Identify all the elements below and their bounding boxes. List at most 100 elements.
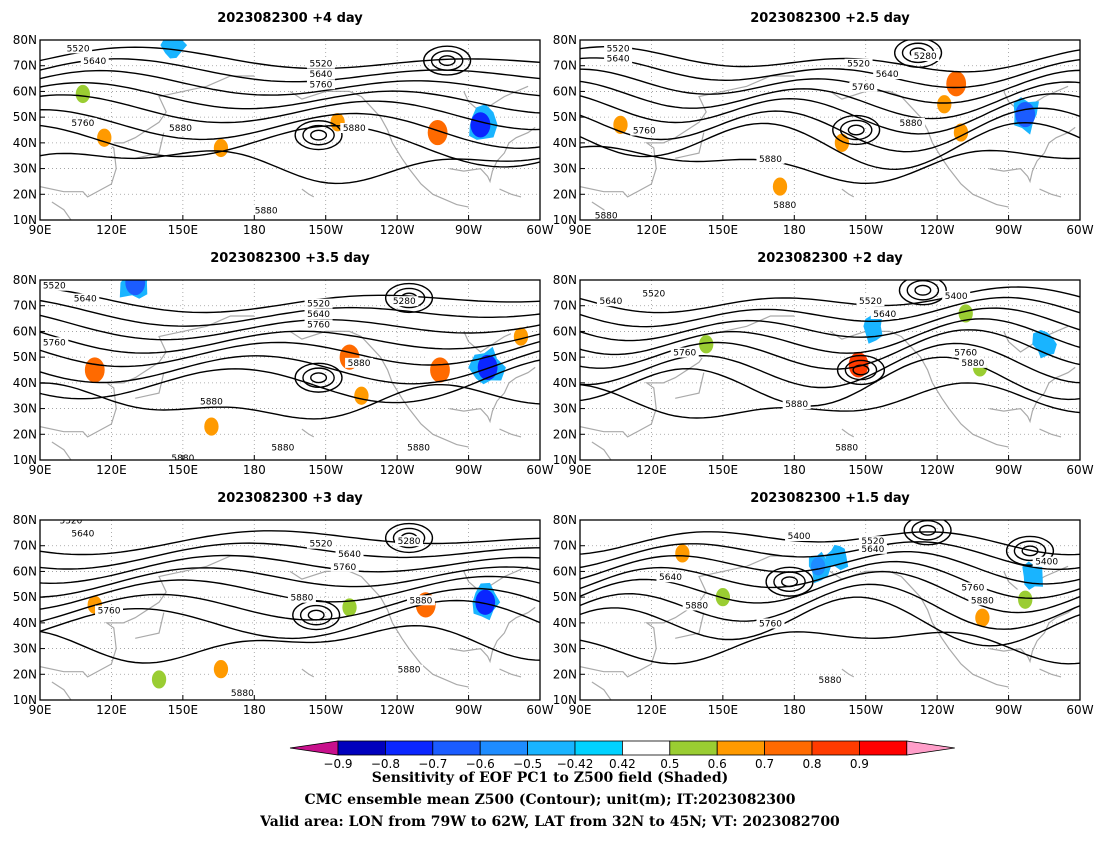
contour-label: 5880 — [231, 689, 254, 699]
contour-label: 5880 — [290, 594, 313, 604]
closed-low-contour — [430, 50, 464, 71]
x-tick-label: 60W — [526, 223, 553, 237]
y-tick-label: 10N — [553, 453, 577, 467]
closed-low-contour — [839, 119, 873, 141]
height-contour-5880 — [580, 631, 1080, 665]
contour-label: 5640 — [861, 545, 884, 555]
colorbar-tick-label: 0.9 — [850, 757, 869, 771]
contour-label: 5880 — [759, 155, 782, 165]
closed-low-contour — [898, 280, 947, 306]
contour-label-bg — [40, 280, 69, 291]
height-contour-5880 — [40, 150, 540, 185]
contour-label-bg — [304, 298, 333, 309]
closed-low-contour — [1013, 540, 1047, 562]
sensitivity-core — [513, 327, 529, 346]
contour-label-bg — [816, 675, 844, 685]
y-tick-label: 80N — [553, 33, 577, 47]
height-contour — [40, 566, 540, 598]
x-tick-label: 150E — [708, 223, 739, 237]
sensitivity-core — [937, 95, 952, 114]
coastline — [829, 90, 1009, 208]
x-tick-label: 150E — [168, 703, 199, 717]
x-tick-label: 90W — [455, 703, 482, 717]
y-tick-label: 80N — [553, 513, 577, 527]
sensitivity-core — [430, 357, 450, 383]
sensitivity-core — [1018, 590, 1033, 609]
coastline — [51, 201, 72, 220]
coastline — [499, 428, 522, 438]
panel-title: 2023082300 +3.5 day — [210, 251, 370, 266]
y-tick-label: 20N — [553, 427, 577, 441]
height-contour — [40, 350, 540, 385]
contour-label: 5640 — [74, 295, 97, 305]
sensitivity-core — [1025, 567, 1040, 586]
x-tick-label: 120E — [96, 703, 127, 717]
map-panel-6: 2023082300 +1.5 day540055205640540056405… — [553, 491, 1094, 717]
height-contour-5880 — [40, 624, 540, 664]
colorbar-tick-label: −0.6 — [466, 757, 495, 771]
contour-label: 5760 — [954, 349, 977, 359]
contour-label-bg — [782, 399, 811, 409]
contour-label-bg — [951, 347, 980, 358]
panel-frame — [39, 279, 541, 461]
closed-low-contour — [423, 45, 472, 76]
y-tick-label: 40N — [553, 616, 577, 630]
y-tick-label: 30N — [553, 402, 577, 416]
height-contour — [40, 330, 540, 354]
height-contour — [580, 551, 1080, 585]
x-tick-label: 90E — [29, 703, 52, 717]
contour-label-bg — [68, 528, 97, 539]
coastline — [1039, 428, 1062, 438]
contour-label: 5640 — [309, 70, 332, 80]
sensitivity-core — [477, 354, 498, 381]
y-tick-label: 40N — [13, 616, 37, 630]
closed-low-contour — [847, 124, 865, 136]
height-contour — [40, 530, 540, 556]
x-tick-label: 90W — [995, 703, 1022, 717]
y-tick-label: 40N — [13, 136, 37, 150]
contour-label-bg — [1032, 556, 1061, 567]
y-tick-label: 20N — [13, 427, 37, 441]
coastline — [989, 126, 1076, 184]
map-panel-3: 2023082300 +3.5 day552056405520564057605… — [13, 251, 554, 477]
panel-title: 2023082300 +3 day — [217, 491, 363, 506]
closed-low-contour — [1021, 545, 1039, 557]
contour-label-bg — [911, 51, 940, 61]
contour-label-bg — [756, 153, 785, 164]
closed-low-contour — [294, 120, 343, 151]
closed-low-contour — [832, 114, 881, 146]
x-tick-label: 120E — [96, 463, 127, 477]
colorbar-box — [527, 740, 576, 756]
map-panel-2: 2023082300 +2.5 day552056405520564057605… — [553, 11, 1094, 237]
sensitivity-core — [354, 386, 369, 405]
closed-low-contour — [773, 571, 806, 593]
x-tick-label: 150E — [708, 703, 739, 717]
contour-label: 5880 — [409, 596, 432, 606]
map-panel-4: 2023082300 +2 day 5640 5520 5520 5640 5400 576… — [553, 251, 1094, 477]
contour-label-bg — [958, 357, 987, 368]
x-tick-label: 120E — [636, 463, 667, 477]
y-tick-label: 80N — [13, 33, 37, 47]
x-tick-label: 180 — [243, 463, 266, 477]
colorbar-tick-label: 0.5 — [660, 757, 679, 771]
map-area: 5520564055205640576052805760588058805880… — [40, 280, 540, 460]
contour-label: 5520 — [307, 300, 330, 310]
colorbar-box — [337, 740, 386, 756]
contour-label-bg — [858, 536, 887, 547]
caption-line-1: Sensitivity of EOF PC1 to Z500 field (Sh… — [371, 770, 729, 786]
x-tick-label: 90W — [455, 463, 482, 477]
sensitivity-core — [213, 660, 229, 679]
x-tick-label: 90W — [995, 463, 1022, 477]
height-contour — [580, 541, 1080, 570]
contour-label-bg — [395, 536, 424, 547]
colorbar-box — [811, 740, 860, 756]
contour-label-bg — [335, 549, 364, 559]
coastline — [463, 85, 529, 113]
sensitivity-core — [772, 177, 788, 196]
coastline — [449, 606, 536, 664]
coastline — [40, 315, 255, 438]
height-contour — [40, 108, 540, 150]
x-tick-label: 120W — [920, 463, 955, 477]
x-tick-label: 60W — [1066, 703, 1093, 717]
